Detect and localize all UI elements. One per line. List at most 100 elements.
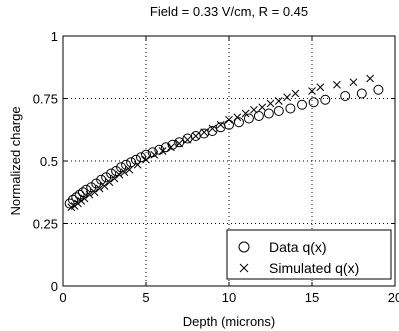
data-point-circle [131, 154, 142, 165]
simulated-point-x-stroke [266, 99, 275, 108]
simulated-point-x [241, 109, 250, 118]
data-point-circle [253, 111, 264, 121]
x-tick-label: 15 [305, 290, 319, 305]
simulated-point-x [95, 184, 104, 193]
simulated-point-x-stroke [225, 115, 233, 124]
simulated-point-x-stroke [90, 188, 99, 197]
simulated-point-x [110, 174, 119, 183]
data-point-circle [373, 84, 384, 95]
simulated-point-x-stroke [100, 182, 109, 190]
simulated-point-x [125, 165, 134, 174]
simulated-point-x-stroke [216, 120, 225, 129]
simulated-point-x-stroke [70, 202, 79, 210]
simulated-point-x-stroke [349, 78, 358, 87]
simulated-point-x [85, 190, 94, 199]
simulated-point-x-stroke [115, 170, 124, 179]
legend-label-data: Data q(x) [269, 239, 327, 255]
simulated-point-x-stroke [142, 155, 150, 164]
simulated-point-x-stroke [183, 135, 192, 144]
simulated-point-x-stroke [191, 132, 200, 140]
simulated-point-x [200, 128, 208, 137]
simulated-point-x-stroke [366, 74, 374, 83]
simulated-point-x [70, 202, 79, 210]
simulated-point-x [80, 194, 89, 203]
data-point-circle [320, 94, 331, 105]
simulated-point-x [175, 139, 184, 148]
legend-box [226, 229, 392, 280]
legend-label-simulated: Simulated q(x) [269, 260, 359, 276]
x-tick-label: 0 [59, 290, 66, 305]
simulated-point-x-stroke [316, 83, 325, 92]
chart-title: Field = 0.33 V/cm, R = 0.45 [150, 4, 308, 19]
simulated-point-x [274, 97, 283, 105]
data-point-circle [263, 108, 274, 119]
simulated-point-x-stroke [158, 147, 167, 155]
data-point-circle [91, 178, 102, 189]
legend-marker-circle [238, 241, 250, 253]
simulated-point-x [208, 124, 217, 133]
simulated-point-x-stroke [175, 139, 184, 148]
legend: Data q(x) Simulated q(x) [226, 229, 392, 280]
simulated-point-x [74, 199, 82, 208]
data-point-circle [340, 91, 351, 101]
simulated-point-x [291, 89, 300, 98]
x-axis-label: Depth (microns) [183, 314, 275, 329]
data-point-circle [111, 166, 122, 176]
x-tick-label: 10 [222, 290, 236, 305]
x-tick-label: 20 [388, 290, 399, 305]
tick-labels: 0 5 10 15 20 0 0.25 0.5 0.75 1 [33, 29, 399, 305]
simulated-point-x [90, 188, 99, 197]
simulated-point-x [142, 155, 150, 164]
simulated-point-x [250, 105, 258, 114]
simulated-point-x-stroke [133, 160, 142, 169]
y-tick-label: 0.5 [40, 154, 58, 169]
simulated-point-x-stroke [167, 143, 175, 152]
simulated-point-x-stroke [77, 197, 86, 205]
simulated-point-x [183, 135, 192, 144]
simulated-point-x [100, 182, 109, 190]
simulated-point-x-stroke [333, 80, 341, 89]
simulated-point-x-stroke [110, 174, 119, 183]
data-point-circle [297, 99, 308, 110]
y-tick-label: 0.25 [33, 217, 58, 232]
simulated-point-x-stroke [258, 103, 267, 112]
plot-area-frame [62, 35, 396, 287]
simulated-point-x-stroke [105, 178, 114, 187]
simulated-point-x-stroke [233, 113, 242, 122]
data-point-circle [101, 172, 112, 183]
y-tick-label: 0.75 [33, 92, 58, 107]
data-marks [64, 74, 384, 212]
simulated-point-x-stroke [85, 190, 94, 199]
simulated-point-x-stroke [125, 165, 134, 174]
simulated-point-x [366, 74, 374, 83]
simulated-point-x [283, 93, 291, 102]
simulated-point-x-stroke [200, 128, 208, 137]
simulated-point-x [191, 132, 200, 140]
simulated-point-x [225, 115, 233, 124]
simulated-point-x [216, 120, 225, 129]
simulated-point-x [133, 160, 142, 169]
simulated-point-x-stroke [291, 89, 300, 98]
y-tick-label: 0 [51, 279, 58, 294]
simulated-point-x [77, 197, 86, 205]
data-point-circle [174, 137, 185, 148]
data-point-circle [81, 184, 92, 195]
x-tick-label: 5 [142, 290, 149, 305]
simulated-point-x-stroke [80, 194, 89, 203]
simulated-point-x [105, 178, 114, 187]
data-point-circle [207, 126, 218, 136]
simulated-point-x-stroke [95, 184, 104, 193]
simulated-point-x-stroke [208, 124, 217, 133]
y-axis-label: Normalized charge [8, 106, 23, 215]
data-point-circle [243, 113, 254, 124]
data-point-circle [356, 88, 367, 99]
data-point-circle [86, 182, 97, 193]
simulated-point-x [316, 83, 325, 92]
simulated-point-x-stroke [250, 105, 258, 114]
data-point-circle [285, 103, 296, 114]
simulated-point-x [308, 87, 316, 95]
data-point-circle [199, 128, 210, 139]
simulated-point-x [333, 80, 341, 89]
data-point-circle [308, 97, 319, 108]
